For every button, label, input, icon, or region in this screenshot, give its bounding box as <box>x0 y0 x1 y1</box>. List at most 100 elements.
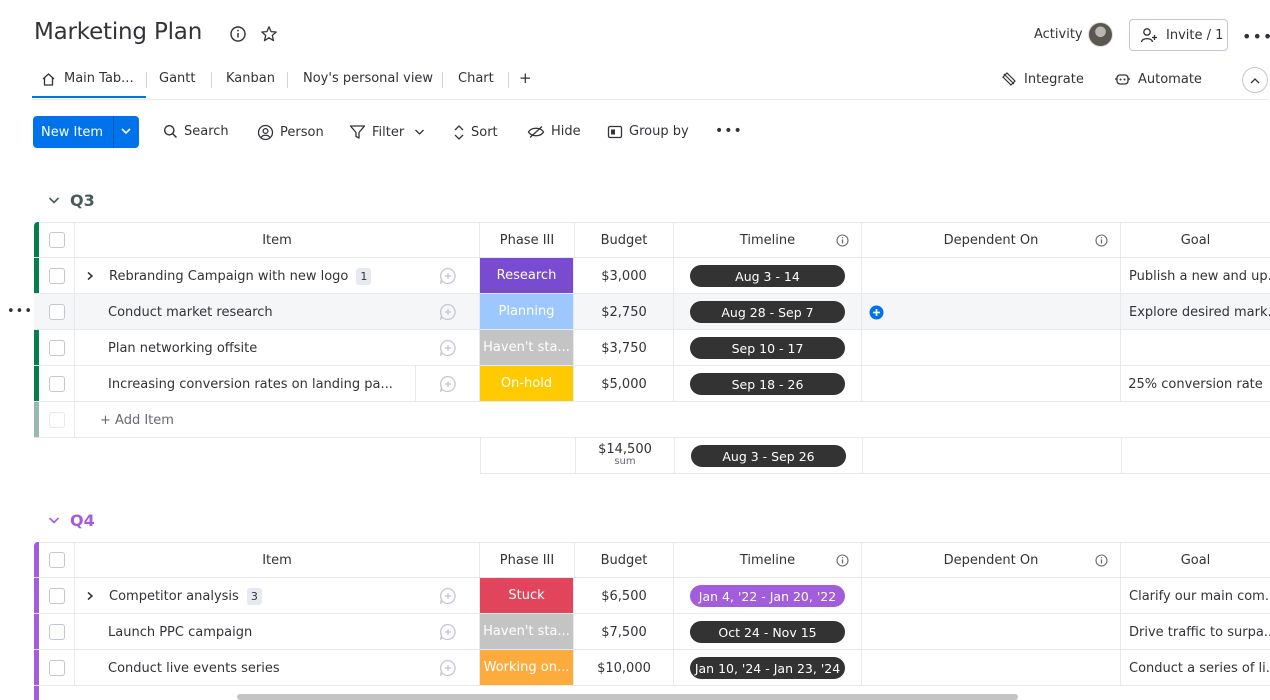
more-options-icon[interactable]: ••• <box>1242 27 1270 46</box>
chevron-down-icon[interactable] <box>414 128 425 136</box>
sort-button[interactable]: Sort <box>453 124 498 141</box>
goal-cell[interactable]: Clarify our main com... <box>1121 578 1270 614</box>
info-icon[interactable] <box>836 234 849 247</box>
timeline-pill[interactable]: Jan 4, '22 - Jan 20, '22 <box>690 585 845 607</box>
status-badge[interactable]: Haven't sta... <box>480 614 574 649</box>
tab-kanban[interactable]: Kanban <box>226 71 275 86</box>
row-options-icon[interactable]: ••• <box>7 304 34 319</box>
row-select-cell[interactable] <box>39 650 75 686</box>
filter-button[interactable]: Filter <box>349 124 425 140</box>
activity-button[interactable]: Activity <box>1034 27 1083 42</box>
timeline-cell[interactable]: Aug 28 - Sep 7 <box>674 294 862 330</box>
updates-cell[interactable] <box>416 650 480 686</box>
tab-gantt[interactable]: Gantt <box>159 71 196 86</box>
timeline-pill[interactable]: Sep 10 - 17 <box>690 337 845 359</box>
table-row[interactable]: Conduct live events series Working on...… <box>34 650 1270 686</box>
column-header-item[interactable]: Item <box>75 222 480 258</box>
group-title-q4[interactable]: Q4 <box>48 511 95 530</box>
row-checkbox[interactable] <box>48 588 65 604</box>
chevron-down-icon[interactable] <box>48 516 60 525</box>
table-row[interactable]: Competitor analysis 3 Stuck $6,500 Jan 4… <box>34 578 1270 614</box>
avatar[interactable] <box>1088 22 1113 47</box>
table-row[interactable]: Plan networking offsite Haven't sta... $… <box>34 330 1270 366</box>
chevron-down-icon[interactable] <box>119 124 133 138</box>
select-all-cell[interactable] <box>39 542 75 578</box>
search-button[interactable]: Search <box>163 124 229 139</box>
timeline-pill[interactable]: Jan 10, '24 - Jan 23, '24 <box>690 657 845 679</box>
table-row[interactable]: Increasing conversion rates on landing p… <box>34 366 1270 402</box>
updates-cell[interactable] <box>416 330 480 366</box>
add-update-icon[interactable] <box>438 302 458 322</box>
updates-cell[interactable] <box>416 366 480 402</box>
column-header-goal[interactable]: Goal <box>1180 232 1211 248</box>
column-header-dependent[interactable]: Dependent On <box>862 542 1121 578</box>
tab-main-table[interactable]: Main Tab... <box>64 71 134 86</box>
person-filter-button[interactable]: Person <box>257 124 324 141</box>
status-badge[interactable]: Planning <box>480 294 574 329</box>
row-select-cell[interactable] <box>39 258 75 294</box>
goal-cell[interactable]: Explore desired mark... <box>1121 294 1270 330</box>
add-update-icon[interactable] <box>438 658 458 678</box>
timeline-pill[interactable]: Sep 18 - 26 <box>690 373 845 395</box>
add-view-button[interactable]: + <box>519 69 532 87</box>
new-item-button[interactable]: New Item <box>33 116 139 148</box>
item-cell[interactable]: Rebranding Campaign with new logo 1 <box>75 258 416 294</box>
add-update-icon[interactable] <box>438 374 458 394</box>
hide-button[interactable]: Hide <box>527 124 581 139</box>
select-all-checkbox[interactable] <box>48 232 65 248</box>
select-all-cell[interactable] <box>39 222 75 258</box>
tab-chart[interactable]: Chart <box>458 71 494 86</box>
info-icon[interactable] <box>1095 234 1108 247</box>
column-header-timeline[interactable]: Timeline <box>674 542 862 578</box>
item-cell[interactable]: Conduct live events series <box>75 650 416 686</box>
updates-cell[interactable] <box>416 258 480 294</box>
budget-value[interactable]: $7,500 <box>575 614 674 650</box>
add-update-icon[interactable] <box>438 622 458 642</box>
chevron-right-icon[interactable] <box>85 271 95 281</box>
timeline-cell[interactable]: Sep 18 - 26 <box>674 366 862 402</box>
goal-cell[interactable]: Publish a new and up... <box>1121 258 1270 294</box>
budget-value[interactable]: $10,000 <box>575 650 674 686</box>
row-checkbox[interactable] <box>48 660 65 676</box>
column-header-dependent[interactable]: Dependent On <box>862 222 1121 258</box>
row-checkbox[interactable] <box>48 376 65 392</box>
row-select-cell[interactable] <box>39 614 75 650</box>
select-all-checkbox[interactable] <box>48 552 65 568</box>
timeline-pill[interactable]: Aug 28 - Sep 7 <box>690 301 845 323</box>
item-cell[interactable]: Plan networking offsite <box>75 330 416 366</box>
invite-button[interactable]: Invite / 1 <box>1129 19 1228 51</box>
goal-cell[interactable]: 25% conversion rate <box>1121 366 1270 402</box>
timeline-cell[interactable]: Jan 4, '22 - Jan 20, '22 <box>674 578 862 614</box>
updates-cell[interactable] <box>416 578 480 614</box>
timeline-cell[interactable]: Sep 10 - 17 <box>674 330 862 366</box>
dependent-cell[interactable] <box>862 578 1121 614</box>
chevron-right-icon[interactable] <box>85 591 95 601</box>
add-item-row[interactable]: + Add Item <box>34 402 1270 438</box>
status-badge[interactable]: Research <box>480 258 574 293</box>
column-header-phase[interactable]: Phase III <box>480 222 575 258</box>
column-header-item[interactable]: Item <box>75 542 480 578</box>
info-icon[interactable] <box>836 554 849 567</box>
dependent-cell[interactable] <box>862 258 1121 294</box>
dependent-cell[interactable] <box>862 330 1121 366</box>
status-badge[interactable]: Haven't sta... <box>480 330 574 365</box>
info-icon[interactable] <box>229 25 247 43</box>
updates-cell[interactable] <box>416 294 480 330</box>
status-badge[interactable]: On-hold <box>480 366 574 401</box>
timeline-cell[interactable]: Jan 10, '24 - Jan 23, '24 <box>674 650 862 686</box>
add-dependency-icon[interactable] <box>869 305 884 320</box>
row-select-cell[interactable] <box>39 366 75 402</box>
goal-cell[interactable]: Conduct a series of li... <box>1121 650 1270 686</box>
automate-button[interactable]: Automate <box>1114 71 1202 87</box>
row-checkbox[interactable] <box>48 268 65 284</box>
collapse-header-button[interactable] <box>1242 67 1268 93</box>
timeline-cell[interactable]: Aug 3 - 14 <box>674 258 862 294</box>
subitems-count-badge[interactable]: 3 <box>246 587 262 605</box>
row-select-cell[interactable] <box>39 294 75 330</box>
column-header-phase[interactable]: Phase III <box>480 542 575 578</box>
item-cell[interactable]: Competitor analysis 3 <box>75 578 416 614</box>
budget-value[interactable]: $6,500 <box>575 578 674 614</box>
item-cell[interactable]: Increasing conversion rates on landing p… <box>75 366 416 402</box>
goal-cell[interactable] <box>1121 330 1270 366</box>
column-header-timeline[interactable]: Timeline <box>674 222 862 258</box>
